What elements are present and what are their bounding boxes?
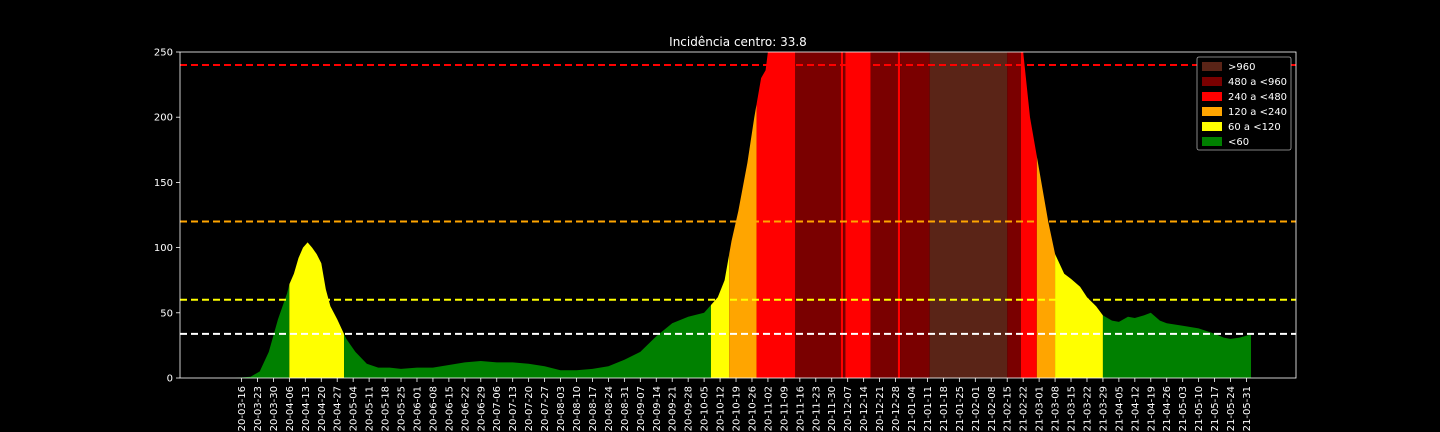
- x-tick-label: 20-08-17: [588, 386, 599, 431]
- x-tick-label: 20-07-27: [540, 386, 551, 431]
- incidence-band: [897, 52, 901, 378]
- x-tick-label: 20-03-30: [269, 386, 280, 431]
- x-tick-label: 20-08-10: [572, 386, 583, 431]
- x-tick-label: 21-05-03: [1178, 386, 1189, 431]
- legend-label: 240 a <480: [1228, 92, 1287, 103]
- legend-label: <60: [1228, 137, 1249, 148]
- legend: >960 480 a <960 240 a <480 120 a <240 60 a <…: [1196, 56, 1292, 151]
- x-tick-label: 21-02-08: [987, 386, 998, 431]
- x-tick-label: 21-05-10: [1194, 386, 1205, 431]
- x-tick-label: 20-12-14: [859, 386, 870, 431]
- x-tick-label: 20-05-11: [365, 386, 376, 431]
- incidence-band: [900, 52, 930, 378]
- x-tick-label: 21-04-05: [1114, 386, 1125, 431]
- x-tick-label: 21-02-22: [1019, 386, 1030, 431]
- x-tick-label: 20-05-18: [381, 386, 392, 431]
- x-tick-label: 20-03-16: [237, 386, 248, 431]
- x-tick-label: 21-01-04: [907, 386, 918, 431]
- x-tick-label: 20-06-22: [460, 386, 471, 431]
- incidence-band: [845, 52, 871, 378]
- legend-swatch: [1202, 77, 1222, 86]
- incidence-band: [870, 52, 898, 378]
- y-tick-label: 0: [167, 374, 173, 385]
- x-tick-label: 20-11-02: [763, 386, 774, 431]
- incidence-band: [756, 52, 796, 378]
- x-tick-label: 21-02-15: [1003, 386, 1014, 431]
- x-tick-label: 20-11-23: [811, 386, 822, 431]
- x-tick-label: 20-08-24: [604, 386, 615, 431]
- x-tick-label: 20-03-23: [253, 386, 264, 431]
- x-tick-label: 21-03-15: [1067, 386, 1078, 431]
- x-tick-label: 21-05-24: [1226, 386, 1237, 431]
- x-tick-label: 21-01-18: [939, 386, 950, 431]
- x-tick-label: 20-06-29: [476, 386, 487, 431]
- legend-swatch: [1202, 107, 1222, 116]
- legend-label: >960: [1228, 62, 1255, 73]
- chart-title: Incidência centro: 33.8: [669, 35, 807, 49]
- x-tick-label: 20-12-28: [891, 386, 902, 431]
- x-tick-label: 20-10-19: [732, 386, 743, 431]
- x-tick-label: 21-04-26: [1162, 386, 1173, 431]
- x-tick-label: 21-01-25: [955, 386, 966, 431]
- x-tick-label: 20-11-16: [795, 386, 806, 431]
- x-tick-label: 21-01-11: [923, 386, 934, 431]
- x-tick-label: 20-06-01: [412, 386, 423, 431]
- legend-swatch: [1202, 122, 1222, 131]
- x-tick-label: 20-06-08: [428, 386, 439, 431]
- incidence-band: [840, 52, 844, 378]
- y-tick-label: 250: [154, 48, 173, 59]
- x-tick-label: 20-10-05: [700, 386, 711, 431]
- y-tick-label: 100: [154, 243, 173, 254]
- x-tick-label: 20-11-09: [779, 386, 790, 431]
- legend-label: 60 a <120: [1228, 122, 1281, 133]
- x-tick-label: 20-07-20: [524, 386, 535, 431]
- x-tick-label: 20-04-27: [333, 386, 344, 431]
- x-tick-label: 20-06-15: [444, 386, 455, 431]
- y-tick-label: 150: [154, 178, 173, 189]
- x-tick-label: 20-04-13: [301, 386, 312, 431]
- incidence-band: [1007, 52, 1021, 378]
- legend-label: 480 a <960: [1228, 77, 1287, 88]
- x-tick-label: 21-05-17: [1210, 386, 1221, 431]
- y-tick-label: 200: [154, 113, 173, 124]
- x-tick-label: 21-04-19: [1146, 386, 1157, 431]
- x-tick-label: 20-09-14: [652, 386, 663, 431]
- x-tick-label: 20-05-25: [397, 386, 408, 431]
- legend-swatch: [1202, 92, 1222, 101]
- plot-frame: [179, 51, 1297, 379]
- x-tick-label: 20-07-13: [508, 386, 519, 431]
- x-tick-label: 20-04-20: [317, 386, 328, 431]
- x-tick-label: 21-03-29: [1098, 386, 1109, 431]
- x-tick-label: 20-08-03: [556, 386, 567, 431]
- x-tick-label: 21-02-01: [971, 386, 982, 431]
- x-tick-label: 20-05-04: [349, 386, 360, 431]
- x-tick-label: 20-09-28: [684, 386, 695, 431]
- x-tick-label: 20-07-06: [492, 386, 503, 431]
- x-tick-label: 20-10-26: [747, 386, 758, 431]
- incidence-band: [929, 52, 1008, 378]
- x-tick-label: 21-03-22: [1082, 386, 1093, 431]
- x-tick-label: 21-05-31: [1242, 386, 1253, 431]
- x-tick-label: 20-09-07: [636, 386, 647, 431]
- x-tick-label: 21-03-08: [1051, 386, 1062, 431]
- legend-swatch: [1202, 137, 1222, 146]
- legend-label: 120 a <240: [1228, 107, 1287, 118]
- legend-swatch: [1202, 62, 1222, 71]
- incidence-band: [795, 52, 841, 378]
- x-tick-label: 20-10-12: [716, 386, 727, 431]
- incidence-band: [843, 52, 846, 378]
- x-tick-label: 20-08-31: [620, 386, 631, 431]
- x-tick-label: 21-04-12: [1130, 386, 1141, 431]
- x-tick-label: 20-12-07: [843, 386, 854, 431]
- x-tick-label: 20-11-30: [827, 386, 838, 431]
- y-tick-label: 50: [160, 308, 173, 319]
- x-tick-label: 20-12-21: [875, 386, 886, 431]
- x-tick-label: 21-03-01: [1035, 386, 1046, 431]
- x-tick-label: 20-09-21: [668, 386, 679, 431]
- x-tick-label: 20-04-06: [285, 386, 296, 431]
